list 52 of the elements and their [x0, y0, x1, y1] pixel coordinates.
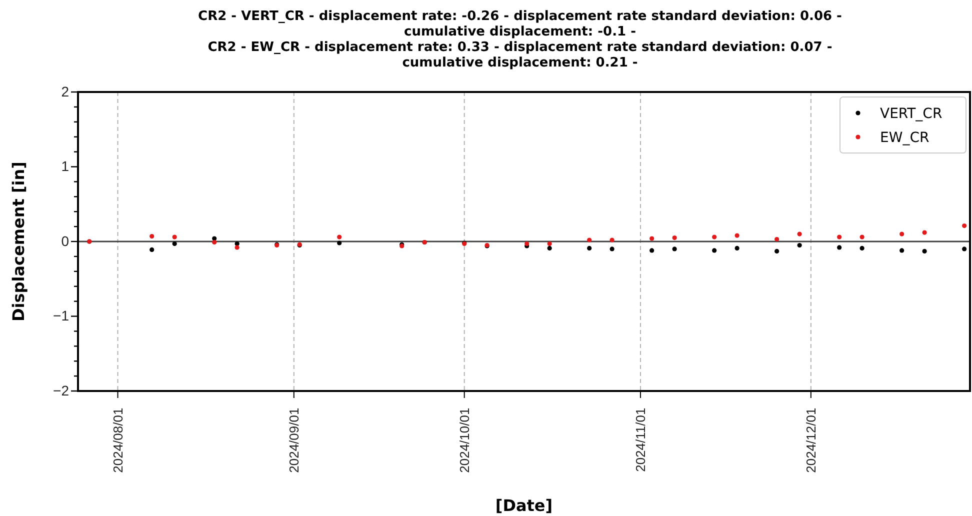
point [962, 246, 967, 252]
point [337, 240, 342, 246]
point [734, 233, 740, 238]
point [212, 240, 217, 245]
point [610, 246, 614, 252]
x-tick-label: 2024/09/01 [286, 408, 302, 473]
point [547, 241, 552, 246]
point [650, 236, 654, 241]
point [837, 234, 842, 240]
point [837, 245, 842, 250]
legend-label: VERT_CR [880, 106, 942, 122]
point [650, 248, 654, 253]
point [172, 234, 177, 240]
point [922, 230, 927, 235]
point [860, 234, 864, 240]
point [922, 248, 927, 254]
x-tick-label: 2024/08/01 [110, 408, 126, 473]
point [672, 246, 677, 252]
point [797, 232, 802, 236]
point [587, 238, 592, 242]
legend-label: EW_CR [880, 130, 930, 146]
y-tick-label: 0 [61, 232, 70, 249]
chart-title: CR2 - VERT_CR - displacement rate: -0.26 - displacement rate standard deviation: 0.06 - cumulative displacement: -0.1 - CR2 - EW_CR - displacement rate: 0.33 - displacement rate standard deviation: 0.07 - cumulative displacement: 0.21 - [198, 9, 842, 70]
point [712, 234, 717, 240]
point [900, 248, 904, 253]
point [900, 232, 904, 236]
point [524, 241, 530, 246]
point [734, 246, 740, 251]
y-tick-label: −2 [53, 382, 70, 398]
point [234, 245, 240, 250]
point [587, 246, 592, 251]
y-tick-label: 2 [61, 83, 70, 100]
point [150, 247, 154, 252]
x-tick-label: 2024/11/01 [633, 408, 648, 472]
point [337, 234, 342, 240]
point [774, 248, 780, 254]
x-tick-label: 2024/12/01 [803, 408, 818, 473]
x-axis-title: [Date] [495, 496, 553, 515]
x-tick-label: 2024/10/01 [456, 408, 472, 473]
point [672, 235, 677, 240]
point [172, 241, 177, 246]
point [547, 246, 552, 251]
point [150, 234, 154, 239]
point [712, 248, 717, 253]
point [774, 236, 780, 242]
y-axis-title: Displacement [in] [9, 162, 28, 322]
y-tick-label: −1 [53, 308, 70, 324]
point [962, 224, 967, 228]
point [797, 242, 802, 248]
y-tick-label: 1 [61, 158, 70, 174]
point [610, 238, 614, 242]
point [860, 246, 864, 251]
